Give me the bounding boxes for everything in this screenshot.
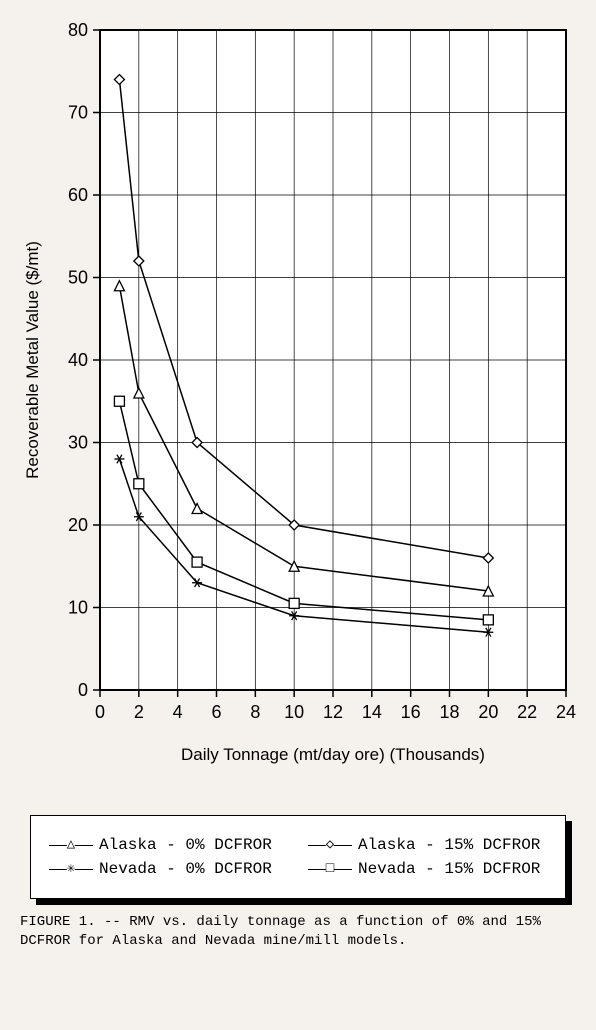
svg-text:14: 14 xyxy=(362,702,382,722)
svg-text:40: 40 xyxy=(68,350,88,370)
triangle-marker-icon: △ xyxy=(49,838,93,852)
svg-text:2: 2 xyxy=(134,702,144,722)
legend-container: △ Alaska - 0% DCFROR ◇ Alaska - 15% DCFR… xyxy=(30,815,566,899)
legend-label: Alaska - 0% DCFROR xyxy=(99,836,272,854)
svg-text:6: 6 xyxy=(211,702,221,722)
legend-label: Nevada - 15% DCFROR xyxy=(358,860,540,878)
svg-text:80: 80 xyxy=(68,20,88,40)
svg-text:Recoverable Metal Value ($/mt): Recoverable Metal Value ($/mt) xyxy=(23,241,42,479)
svg-text:50: 50 xyxy=(68,268,88,288)
figure-caption: FIGURE 1. -- RMV vs. daily tonnage as a … xyxy=(20,913,576,951)
square-marker-icon: □ xyxy=(308,862,352,876)
svg-text:60: 60 xyxy=(68,185,88,205)
svg-text:24: 24 xyxy=(556,702,576,722)
svg-text:0: 0 xyxy=(78,680,88,700)
svg-text:10: 10 xyxy=(284,702,304,722)
legend-item: ✳ Nevada - 0% DCFROR xyxy=(49,860,288,878)
svg-text:70: 70 xyxy=(68,103,88,123)
svg-text:16: 16 xyxy=(401,702,421,722)
chart-container: 02468101214161820222401020304050607080Da… xyxy=(10,10,586,785)
svg-text:10: 10 xyxy=(68,598,88,618)
legend-item: ◇ Alaska - 15% DCFROR xyxy=(308,836,547,854)
diamond-marker-icon: ◇ xyxy=(308,838,352,852)
svg-text:20: 20 xyxy=(68,515,88,535)
legend-label: Nevada - 0% DCFROR xyxy=(99,860,272,878)
asterisk-marker-icon: ✳ xyxy=(49,862,93,876)
svg-text:22: 22 xyxy=(517,702,537,722)
svg-text:8: 8 xyxy=(250,702,260,722)
svg-text:Daily Tonnage (mt/day ore) (Th: Daily Tonnage (mt/day ore) (Thousands) xyxy=(181,745,485,764)
svg-text:4: 4 xyxy=(173,702,183,722)
svg-text:0: 0 xyxy=(95,702,105,722)
svg-text:12: 12 xyxy=(323,702,343,722)
legend-item: △ Alaska - 0% DCFROR xyxy=(49,836,288,854)
svg-text:20: 20 xyxy=(478,702,498,722)
legend-label: Alaska - 15% DCFROR xyxy=(358,836,540,854)
line-chart: 02468101214161820222401020304050607080Da… xyxy=(10,10,586,780)
svg-text:30: 30 xyxy=(68,433,88,453)
svg-text:18: 18 xyxy=(439,702,459,722)
legend-item: □ Nevada - 15% DCFROR xyxy=(308,860,547,878)
